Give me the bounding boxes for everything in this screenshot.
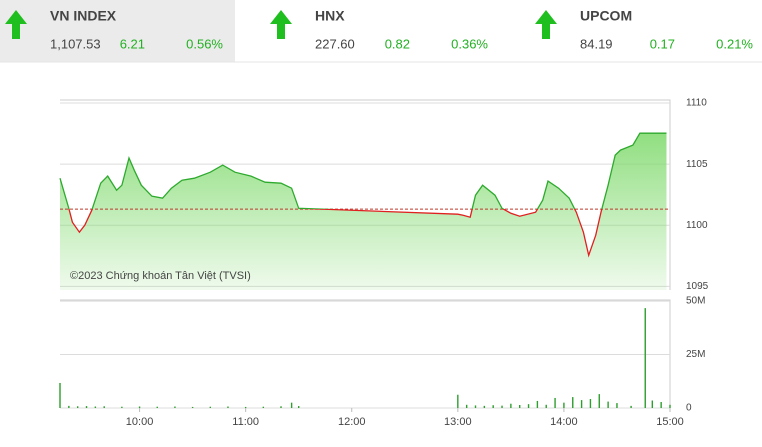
watermark: ©2023 Chứng khoán Tân Việt (TVSI) <box>70 270 251 282</box>
x-tick-label: 11:00 <box>232 416 259 428</box>
volume-bar <box>191 406 194 408</box>
volume-bar <box>474 405 477 408</box>
volume-bar <box>572 397 574 408</box>
volume-bar <box>651 400 654 408</box>
index-change: 0.82 <box>385 36 410 51</box>
index-value: 1,107.53 <box>50 36 101 51</box>
volume-bar <box>290 402 293 408</box>
volume-bar <box>510 403 512 408</box>
index-name: UPCOM <box>580 8 632 24</box>
volume-bar <box>660 402 662 408</box>
index-percent: 0.56% <box>186 36 223 51</box>
volume-bar <box>68 405 70 408</box>
plot-frame <box>60 299 671 408</box>
volume-bar <box>174 406 176 408</box>
index-change: 6.21 <box>120 36 145 51</box>
volume-bar <box>630 405 632 408</box>
index-name: HNX <box>315 8 345 24</box>
volume-bar <box>59 382 61 408</box>
y-tick-label: 1100 <box>686 220 708 231</box>
volume-bar <box>563 402 565 408</box>
x-tick-label: 15:00 <box>656 416 684 428</box>
volume-bar <box>138 406 141 408</box>
x-tick-label: 13:00 <box>444 416 472 428</box>
volume-bar <box>589 399 592 408</box>
volume-bar <box>492 405 494 408</box>
volume-bar <box>103 406 105 408</box>
up-arrow-icon <box>270 10 292 39</box>
volume-bar <box>483 405 486 408</box>
volume-bar <box>94 406 97 408</box>
volume-bar <box>244 406 247 408</box>
volume-bar <box>280 406 282 408</box>
volume-bar <box>457 394 459 408</box>
volume-bar <box>297 406 300 408</box>
x-tick-label: 14:00 <box>550 416 578 428</box>
up-arrow-icon <box>5 10 27 39</box>
y-tick-label: 1095 <box>686 281 709 292</box>
index-name: VN INDEX <box>50 8 117 24</box>
y-tick-label: 0 <box>686 403 692 414</box>
volume-bar <box>85 406 88 408</box>
volume-bar <box>527 404 530 408</box>
active-tab-bg <box>0 0 235 62</box>
volume-bar <box>519 405 521 408</box>
index-percent: 0.21% <box>716 36 753 51</box>
index-value: 227.60 <box>315 36 355 51</box>
y-tick-label: 25M <box>686 349 705 360</box>
volume-bar <box>76 406 79 408</box>
volume-bar <box>607 401 609 408</box>
index-change: 0.17 <box>650 36 675 51</box>
price-area <box>60 133 667 290</box>
volume-bar <box>669 404 671 408</box>
volume-bar <box>536 400 539 408</box>
index-percent: 0.36% <box>451 36 488 51</box>
volume-bar <box>580 400 583 408</box>
volume-bar <box>545 404 547 408</box>
x-tick-label: 10:00 <box>126 416 154 428</box>
x-tick-label: 12:00 <box>338 416 366 428</box>
volume-bar <box>644 308 646 408</box>
volume-bar <box>262 406 265 408</box>
volume-bar <box>227 406 229 408</box>
up-arrow-icon <box>535 10 557 39</box>
volume-bar <box>501 405 503 408</box>
volume-bar <box>616 403 618 408</box>
volume-bar <box>121 406 123 408</box>
y-tick-label: 1110 <box>686 98 707 109</box>
volume-bar <box>209 406 211 408</box>
y-tick-label: 50M <box>686 296 705 307</box>
volume-bar <box>156 406 158 408</box>
price-line <box>59 132 667 258</box>
y-tick-label: 1105 <box>686 159 708 170</box>
volume-bar <box>554 397 556 408</box>
plot-frame <box>60 99 671 290</box>
volume-bar <box>465 404 468 408</box>
volume-bar <box>598 394 600 408</box>
index-value: 84.19 <box>580 36 613 51</box>
